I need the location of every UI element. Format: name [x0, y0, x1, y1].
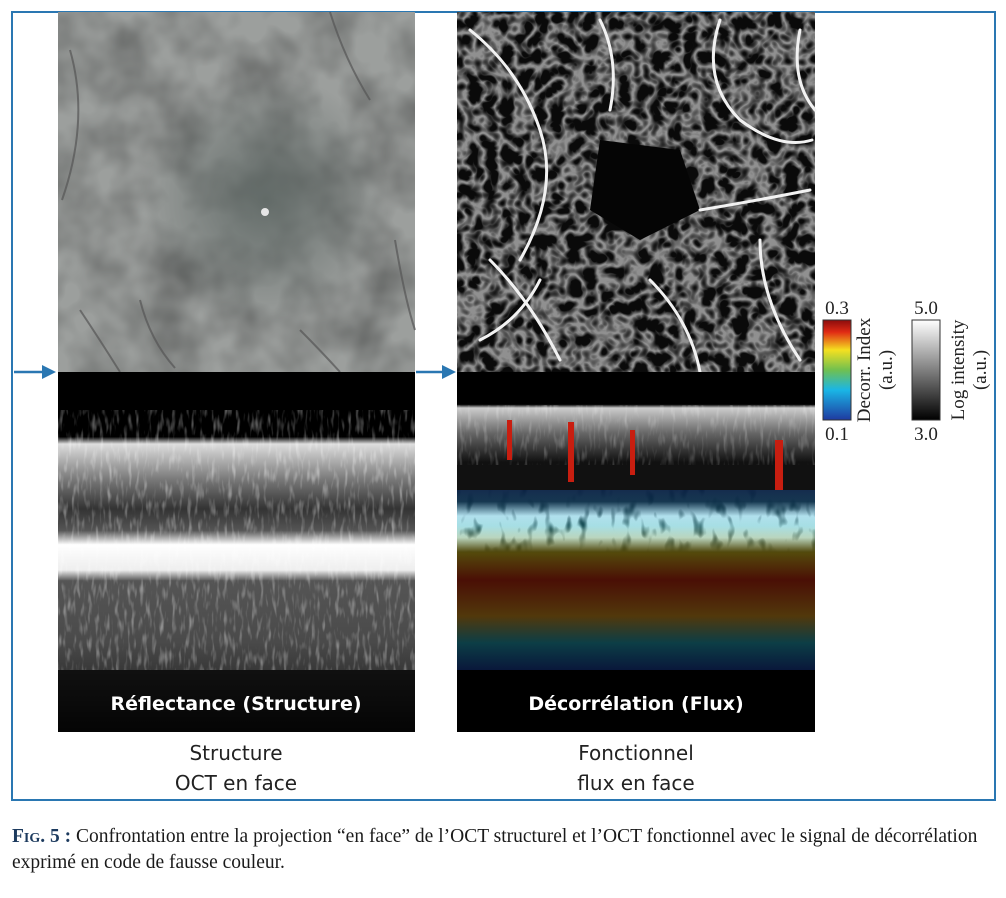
colorbar-max: 0.3 — [825, 298, 849, 319]
structure-en-face — [58, 11, 416, 373]
flow-en-face — [457, 12, 817, 374]
colorbar-min: 3.0 — [914, 424, 938, 445]
colorbar-label: (a.u.) — [970, 350, 991, 390]
panel-caption: OCT en face — [175, 771, 297, 795]
arrows — [14, 365, 456, 379]
colorbar — [911, 319, 941, 421]
colorbar-label: (a.u.) — [876, 350, 897, 390]
panel-caption: Structure — [189, 741, 282, 765]
colorbar-min: 0.1 — [825, 424, 849, 445]
flow-b-scan — [457, 372, 815, 732]
panel-caption: flux en face — [577, 771, 694, 795]
colorbar-max: 5.0 — [914, 298, 938, 319]
structure-b-scan — [58, 372, 415, 732]
caption-text: Confrontation entre la projection “en fa… — [12, 826, 978, 873]
panel-caption: Fonctionnel — [578, 741, 694, 765]
colorbar-label: Decorr. Index — [854, 317, 875, 422]
overlay-label: Décorrélation (Flux) — [528, 693, 743, 715]
colorbar — [822, 319, 852, 421]
overlay-label: Réflectance (Structure) — [110, 693, 361, 715]
figure: Réflectance (Structure) Décorrélation (F… — [11, 11, 996, 801]
figure-caption: Fig. 5 : Confrontation entre la projecti… — [12, 824, 1002, 876]
caption-label: Fig. 5 : — [12, 826, 72, 847]
colorbar-label: Log intensity — [948, 319, 969, 420]
